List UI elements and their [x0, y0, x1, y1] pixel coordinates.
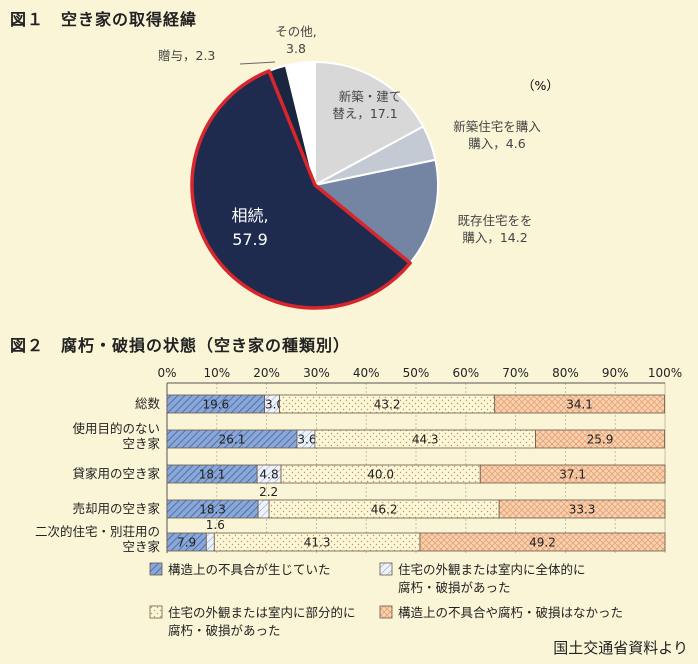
x-tick-label: 100% — [648, 366, 682, 380]
x-tick-label: 0% — [157, 366, 176, 380]
legend-label: 住宅の外観または室内に全体的に腐朽・破損があった — [398, 562, 586, 595]
bar-value-label: 4.8 — [260, 468, 279, 482]
bar-value-label: 2.2 — [259, 485, 278, 499]
leader-line — [239, 61, 276, 65]
category-label: 使用目的のない空き家 — [72, 421, 160, 451]
legend-swatch — [149, 605, 163, 619]
legend-label: 住宅の外観または室内に部分的に腐朽・破損があった — [168, 605, 356, 638]
pie-slice-label: 贈与，2.3 — [158, 48, 215, 63]
pie-slice-label: 既存住宅をを購入，14.2 — [457, 213, 532, 245]
pie-chart: 新築住宅を購入購入，4.6 既存住宅をを購入，14.2 相続, 57.9 贈与，2.3 そ… — [158, 24, 541, 310]
pie-slice-highlight — [190, 69, 412, 310]
figure2-title: 図２ 腐朽・破損の状態（空き家の種類別） — [10, 336, 351, 355]
bar-segment — [479, 464, 666, 484]
bar-value-label: 18.1 — [199, 468, 226, 482]
bar-value-label: 33.3 — [569, 503, 596, 517]
bar-segment — [535, 429, 665, 449]
category-label: 総数 — [135, 396, 161, 411]
bar-segment — [494, 394, 665, 414]
pie-slice — [284, 60, 316, 186]
bar-legend: 構造上の不具合が生じていた 住宅の外観または室内に全体的に腐朽・破損があった住宅の… — [149, 562, 623, 638]
bar-value-label: 25.9 — [587, 433, 614, 447]
bar-segment — [205, 532, 215, 552]
bar-value-label: 41.3 — [304, 536, 331, 550]
bar-value-label: 40.0 — [367, 468, 394, 482]
legend-swatch — [379, 562, 393, 576]
category-label: 貸家用の空き家 — [72, 466, 160, 481]
figure1-title: 図１ 空き家の取得経緯 — [10, 10, 198, 29]
bar-segment — [498, 499, 666, 519]
legend-swatch — [379, 605, 393, 619]
bar-value-label: 3.6 — [297, 433, 316, 447]
legend-label: 構造上の不具合が生じていた — [168, 562, 331, 577]
pie-slice-label: その他, 3.8 — [275, 24, 316, 56]
bar-value-label: 26.1 — [219, 433, 246, 447]
bar-value-label: 7.9 — [177, 536, 196, 550]
stacked-bars: 19.6 3.0 43.2 34.126.1 3.6 44.3 25.918.1 4.8 40.… — [166, 394, 666, 552]
legend-label: 構造上の不具合や腐朽・破損はなかった — [398, 605, 623, 620]
pie-slice — [314, 60, 425, 187]
bar-value-label: 18.3 — [199, 503, 226, 517]
legend-swatch — [149, 562, 163, 576]
category-label: 二次的住宅・別荘用の空き家 — [35, 524, 161, 554]
x-tick-label: 80% — [552, 366, 579, 380]
pie-slice — [312, 158, 439, 265]
bar-value-label: 44.3 — [412, 433, 439, 447]
pie-slice-label: 相続, 57.9 — [231, 206, 268, 249]
bar-value-label: 34.1 — [566, 398, 593, 412]
pie-unit-label: （%） — [522, 78, 559, 93]
bar-value-label: 1.6 — [206, 518, 225, 532]
bar-segment — [257, 499, 270, 519]
bar-value-label: 37.1 — [559, 468, 586, 482]
x-tick-label: 40% — [353, 366, 380, 380]
pie-label-shinchiku: 新築・建て 替え，17.1 — [332, 89, 405, 121]
source-note: 国土交通省資料より — [553, 639, 688, 657]
pie-slice-label: 新築住宅を購入購入，4.6 — [453, 119, 541, 151]
x-tick-label: 10% — [203, 366, 230, 380]
bar-value-label: 46.2 — [371, 503, 398, 517]
bar-value-label: 43.2 — [374, 398, 401, 412]
bar-value-label: 19.6 — [202, 398, 229, 412]
bar-axis: 0% 10% 20% 30% 40% 50% 60% 70% 80% 90% 100% 総数使用目的の… — [35, 366, 682, 554]
x-tick-label: 60% — [452, 366, 479, 380]
category-label: 売却用の空き家 — [72, 501, 160, 516]
x-tick-label: 70% — [502, 366, 529, 380]
bar-segment — [419, 532, 666, 552]
bar-value-label: 49.2 — [529, 536, 556, 550]
x-tick-label: 50% — [403, 366, 430, 380]
x-tick-label: 20% — [253, 366, 280, 380]
x-tick-label: 90% — [602, 366, 629, 380]
x-tick-label: 30% — [303, 366, 330, 380]
